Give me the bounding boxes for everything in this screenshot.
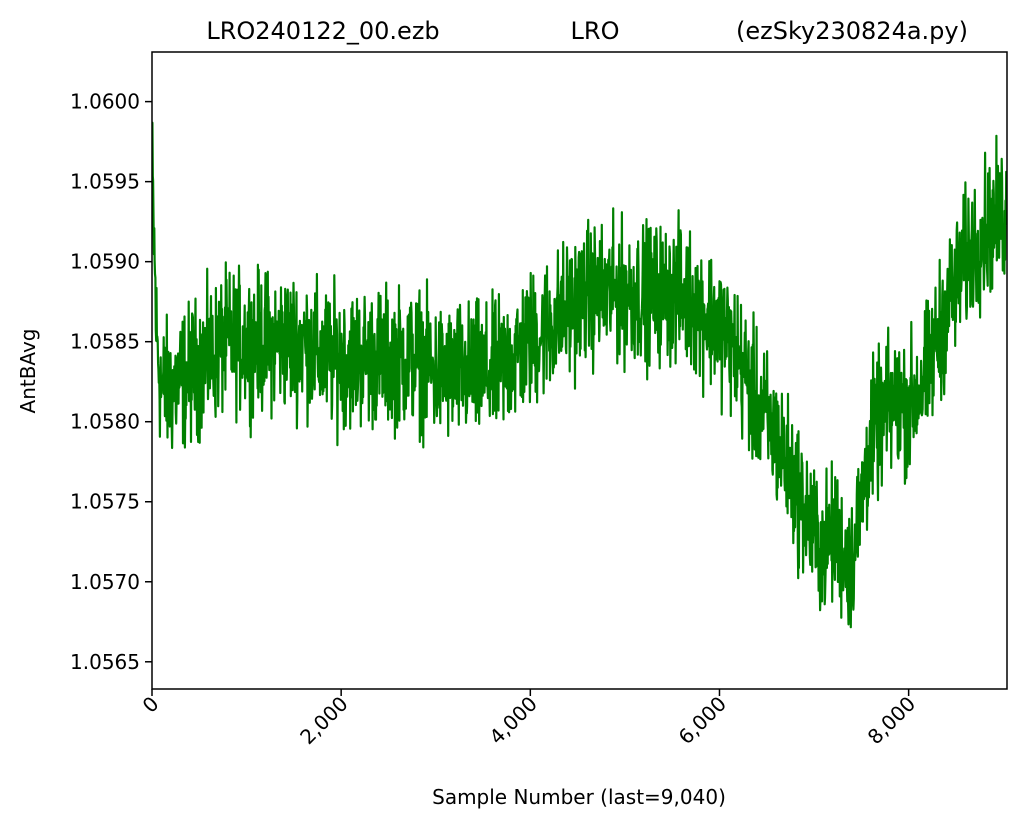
x-axis-label: Sample Number (last=9,040) — [432, 785, 726, 809]
series-line — [152, 121, 1007, 629]
title-center: LRO — [571, 17, 620, 45]
y-tick-label: 1.0590 — [70, 250, 140, 274]
y-tick-label: 1.0565 — [70, 650, 140, 674]
y-axis-label: AntBAvg — [16, 329, 40, 414]
plot-frame — [151, 51, 1008, 690]
title-right: (ezSky230824a.py) — [736, 17, 968, 45]
y-tick-label: 1.0570 — [70, 570, 140, 594]
y-axis: 1.0565 1.0570 1.0575 1.0580 1.0585 1.0590 1.05… — [70, 90, 152, 674]
series-group — [152, 121, 1007, 629]
y-tick-label: 1.0600 — [70, 90, 140, 114]
y-tick-label: 1.0580 — [70, 410, 140, 434]
y-tick-label: 1.0575 — [70, 490, 140, 514]
y-tick-label: 1.0595 — [70, 170, 140, 194]
title-left: LRO240122_00.ezb — [206, 17, 439, 45]
y-tick-label: 1.0585 — [70, 330, 140, 354]
